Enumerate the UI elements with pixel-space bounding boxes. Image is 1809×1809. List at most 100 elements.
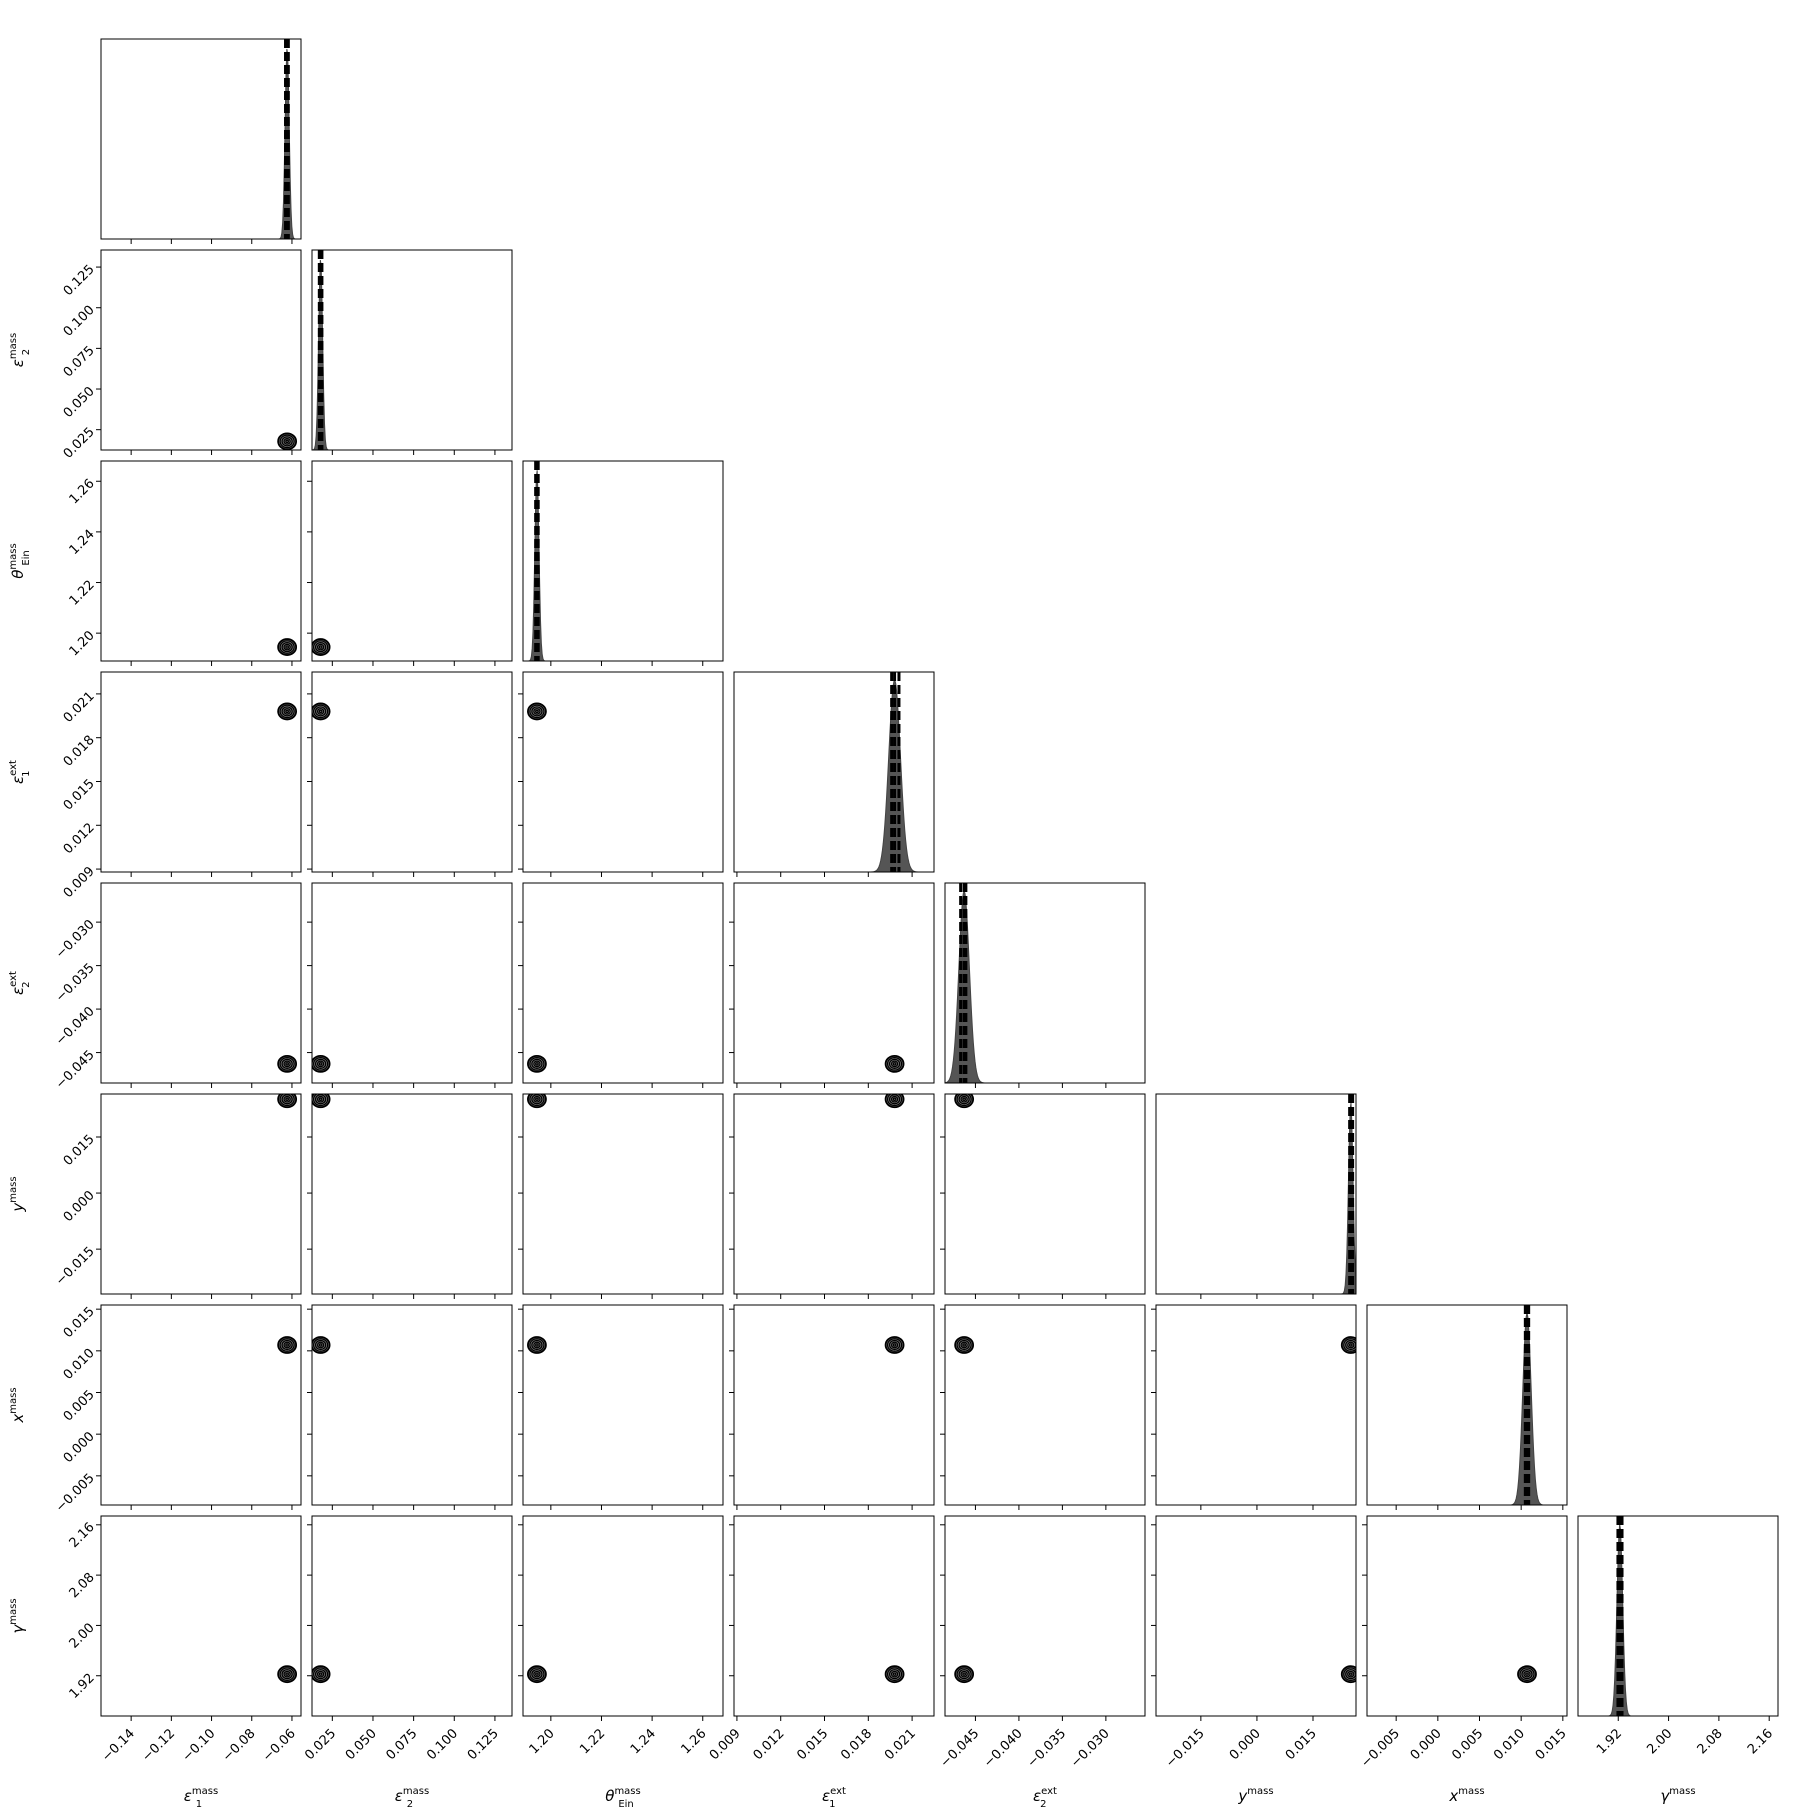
contour-e2_mass-x_mass-4 — [318, 1343, 323, 1347]
contour-e2_mass-y_mass-1 — [313, 1094, 329, 1107]
contour-theta_E-gamma-2 — [531, 1669, 543, 1680]
panel-frame — [733, 671, 935, 873]
panel-frame — [311, 671, 513, 873]
x-tick-label-e2_mass: 0.125 — [465, 1726, 502, 1763]
x-axis-label-gamma: γmass — [1660, 1786, 1695, 1805]
panel-frame — [100, 1093, 302, 1295]
contour-e1_mass-e2_ext-1 — [279, 1057, 295, 1071]
contour-e1_ext-e2_ext-0 — [884, 1054, 905, 1073]
y-tick-label-x_mass: 0.000 — [61, 1429, 98, 1466]
panel-x_mass-vs-gamma: −0.005 0.000 0.005 0.010 0.015 xmass — [1358, 1515, 1570, 1805]
panel-frame — [311, 249, 513, 451]
panel-frame — [100, 249, 302, 451]
panel-frame — [1366, 1515, 1568, 1717]
contour-e1_mass-e1_ext-4 — [285, 709, 289, 714]
x-tick-label-e2_mass: 0.050 — [343, 1726, 380, 1763]
contour-e1_mass-e1_ext-2 — [281, 706, 293, 717]
contour-e1_ext-x_mass-2 — [888, 1339, 901, 1351]
contour-y_mass-gamma-3 — [1347, 1670, 1355, 1678]
panel-e1_ext-vs-gamma: 0.009 0.012 0.015 0.018 0.021 εext 1 — [707, 1515, 935, 1809]
contour-theta_E-x_mass-0 — [527, 1336, 547, 1354]
panel-theta_E-vs-y_mass — [518, 1093, 724, 1299]
y-axis-label-theta_E: θmass Ein — [8, 543, 32, 578]
contour-e1_ext-y_mass-3 — [890, 1095, 899, 1103]
y-tick-label-e1_ext: 0.015 — [61, 777, 98, 814]
y-tick-label-e1_ext: 0.009 — [61, 864, 98, 901]
contour-theta_E-x_mass-4 — [535, 1343, 539, 1347]
contour-e1_mass-x_mass-3 — [283, 1341, 291, 1349]
histogram-x_mass — [1367, 1312, 1567, 1505]
contour-e2_mass-y_mass-2 — [314, 1094, 327, 1105]
y-tick-label-e2_ext: −0.035 — [53, 961, 98, 1006]
contour-e2_mass-x_mass-3 — [316, 1341, 325, 1349]
contour-x_mass-gamma-1 — [1519, 1667, 1535, 1682]
x-axis-label-x_mass: xmass — [1448, 1786, 1484, 1805]
contour-e1_mass-e2_mass-1 — [279, 434, 295, 449]
contour-e1_ext-gamma-0 — [884, 1665, 905, 1684]
panel-frame — [311, 1093, 513, 1295]
contour-e1_mass-gamma-4 — [285, 1672, 289, 1676]
x-tick-label-e1_mass: −0.06 — [260, 1726, 299, 1765]
x-axis-label-e1_ext: εext 1 — [822, 1786, 846, 1809]
panel-frame — [1155, 1093, 1357, 1295]
contour-e1_mass-gamma-2 — [281, 1669, 293, 1680]
contour-e1_ext-e2_ext-1 — [886, 1057, 903, 1071]
y-tick-label-e2_ext: −0.045 — [53, 1048, 98, 1093]
contour-e1_ext-y_mass-1 — [886, 1094, 903, 1107]
y-tick-label-theta_E: 1.24 — [67, 527, 98, 558]
panel-e1_mass-vs-e1_ext: 0.009 0.012 0.015 0.018 0.021 εext 1 — [8, 671, 302, 901]
x-tick-label-e1_ext: 0.015 — [794, 1726, 831, 1763]
histogram-e1_mass — [101, 49, 301, 239]
panel-e1_mass-vs-e2_ext: −0.045−0.040−0.035−0.030 εext 2 — [8, 882, 302, 1093]
y-tick-label-e1_ext: 0.012 — [61, 820, 98, 857]
histogram-e2_mass — [312, 259, 512, 450]
panel-frame — [311, 882, 513, 1084]
y-tick-label-y_mass: 0.000 — [61, 1188, 98, 1225]
contour-e1_mass-e1_ext-1 — [279, 704, 295, 719]
contour-theta_E-y_mass-1 — [529, 1094, 545, 1107]
contour-theta_E-e2_ext-4 — [535, 1062, 539, 1066]
contour-e1_mass-e2_ext-0 — [277, 1054, 298, 1073]
x-tick-label-e2_ext: −0.040 — [981, 1726, 1026, 1771]
contour-theta_E-e2_ext-0 — [527, 1054, 547, 1073]
panel-frame — [522, 1515, 724, 1717]
contour-e1_mass-e2_ext-2 — [281, 1058, 293, 1069]
x-axis-label-y_mass: ymass — [1237, 1786, 1273, 1805]
contour-e2_ext-x_mass-2 — [958, 1339, 970, 1351]
contour-theta_E-gamma-0 — [527, 1665, 547, 1684]
contour-e2_mass-e1_ext-2 — [314, 706, 327, 717]
x-tick-label-gamma: 2.08 — [1695, 1726, 1726, 1757]
panel-e1_ext-vs-e2_ext — [729, 882, 935, 1088]
panel-e2_ext-vs-y_mass — [940, 1093, 1146, 1299]
panel-frame — [100, 460, 302, 662]
panel-theta_E-vs-x_mass — [518, 1304, 724, 1510]
panel-e1_ext-vs-e1_ext — [733, 671, 935, 877]
contour-e1_ext-e2_ext-2 — [888, 1058, 901, 1069]
contour-e2_mass-gamma-1 — [312, 1667, 329, 1682]
panel-frame — [944, 1304, 1146, 1506]
panel-frame — [1155, 1304, 1357, 1506]
x-axis-label-e2_ext: εext 2 — [1033, 1786, 1057, 1809]
x-tick-label-e1_mass: −0.12 — [139, 1726, 178, 1765]
panel-frame — [522, 1093, 724, 1295]
contour-e2_mass-x_mass-0 — [312, 1336, 331, 1354]
contour-e1_mass-e2_mass-4 — [285, 439, 289, 444]
y-tick-label-theta_E: 1.20 — [67, 628, 98, 659]
contour-e1_ext-gamma-3 — [890, 1670, 899, 1678]
contour-e2_mass-theta_E-3 — [316, 643, 325, 651]
contour-x_mass-gamma-2 — [1521, 1669, 1533, 1680]
y-tick-label-e2_mass: 0.100 — [61, 303, 98, 340]
contour-e1_mass-y_mass-4 — [285, 1097, 289, 1101]
y-tick-label-x_mass: 0.005 — [61, 1388, 98, 1425]
contour-e1_mass-theta_E-1 — [279, 640, 295, 654]
contour-e1_ext-y_mass-4 — [892, 1097, 897, 1101]
contour-e1_mass-e2_ext-3 — [283, 1060, 291, 1068]
x-tick-label-x_mass: 0.000 — [1408, 1726, 1445, 1763]
panel-e1_mass-vs-e1_mass — [100, 38, 302, 244]
contour-theta_E-y_mass-2 — [531, 1094, 543, 1105]
panel-frame — [311, 460, 513, 662]
y-tick-label-e2_mass: 0.075 — [61, 343, 98, 380]
x-tick-label-e2_ext: −0.035 — [1025, 1726, 1070, 1771]
y-tick-label-e2_ext: −0.040 — [53, 1004, 98, 1049]
y-tick-label-gamma: 2.08 — [67, 1570, 98, 1601]
